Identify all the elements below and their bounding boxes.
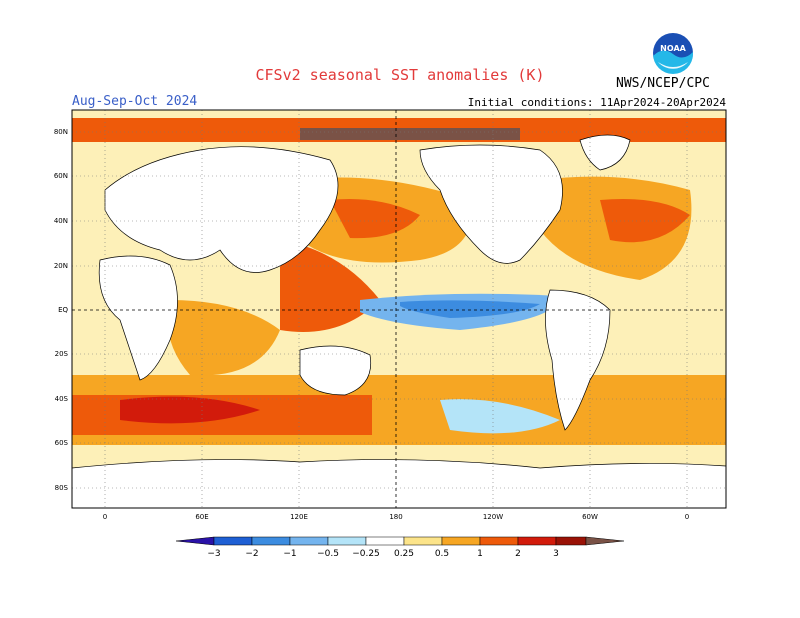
colorbar-label: 0.5 <box>435 549 449 559</box>
colorbar-label: 1 <box>477 549 483 559</box>
map-frame <box>71 109 727 509</box>
logo-text: NOAA <box>660 44 686 53</box>
colorbar-label: −1 <box>283 549 296 559</box>
lon-label: 60E <box>195 513 208 521</box>
lon-labels: 0 60E 120E 180 120W 60W 0 <box>103 513 689 521</box>
colorbar-label: 3 <box>553 549 559 559</box>
colorbar-swatch <box>175 536 215 546</box>
colorbar-label: 0.25 <box>394 549 414 559</box>
colorbar-swatch <box>213 536 253 546</box>
colorbar-label: 2 <box>515 549 521 559</box>
lat-label: 20S <box>55 350 69 358</box>
colorbar <box>175 536 625 546</box>
colorbar-swatch <box>479 536 519 546</box>
lat-labels: 80N 60N 40N 20N EQ 20S 40S 60S 80S <box>54 128 69 492</box>
lat-label: 80S <box>55 484 69 492</box>
noaa-logo-icon: NOAA <box>653 33 693 74</box>
season-label: Aug-Sep-Oct 2024 <box>72 94 198 109</box>
colorbar-swatch <box>289 536 329 546</box>
lon-label: 0 <box>103 513 107 521</box>
lon-label: 60W <box>582 513 598 521</box>
lon-label: 180 <box>389 513 402 521</box>
lat-label: 40S <box>55 395 69 403</box>
lon-label: 0 <box>685 513 689 521</box>
lon-label: 120W <box>483 513 503 521</box>
colorbar-swatch <box>555 536 587 546</box>
lat-label: 20N <box>54 262 68 270</box>
colorbar-swatch <box>327 536 367 546</box>
colorbar-label: −0.25 <box>352 549 380 559</box>
anomaly-field <box>72 110 726 508</box>
colorbar-swatch <box>441 536 481 546</box>
colorbar-swatch <box>403 536 443 546</box>
graticule <box>72 110 726 508</box>
org-label: NWS/NCEP/CPC <box>616 76 710 91</box>
land-masses <box>72 134 726 508</box>
lat-label: 80N <box>54 128 68 136</box>
lon-label: 120E <box>290 513 308 521</box>
colorbar-label: −0.5 <box>317 549 339 559</box>
lat-label: 40N <box>54 217 68 225</box>
initial-conditions-label: Initial conditions: 11Apr2024-20Apr2024 <box>467 96 726 109</box>
lat-label: 60N <box>54 172 68 180</box>
equator-dateline <box>72 110 726 508</box>
colorbar-swatch <box>517 536 557 546</box>
chart-title: CFSv2 seasonal SST anomalies (K) <box>255 66 545 84</box>
colorbar-label: −3 <box>207 549 220 559</box>
lat-label: EQ <box>58 306 68 314</box>
colorbar-swatch <box>251 536 291 546</box>
colorbar-swatch <box>365 536 405 546</box>
colorbar-label: −2 <box>245 549 258 559</box>
colorbar-swatch <box>585 536 625 546</box>
colorbar-labels: −3 −2 −1 −0.5 −0.25 0.25 0.5 1 2 3 <box>207 549 559 559</box>
lat-label: 60S <box>55 439 69 447</box>
